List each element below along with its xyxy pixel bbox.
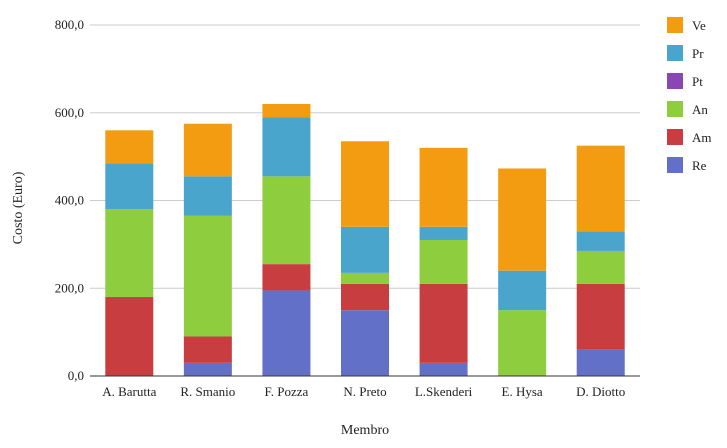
x-tick-label: N. Preto [343, 384, 386, 399]
legend-label: Pt [692, 74, 703, 89]
y-tick-labels: 0,0 200,0 400,0 600,0 800,0 [55, 17, 84, 383]
x-tick-labels: A. Barutta R. Smanio F. Pozza N. Preto L.Ske… [102, 384, 625, 399]
legend-swatch [667, 157, 683, 173]
bar-segment-am [341, 283, 389, 311]
legend-swatch [667, 17, 683, 33]
bar-segment-pr [498, 270, 547, 311]
legend-label: Am [692, 130, 712, 145]
bar-segment-re [419, 362, 468, 376]
y-tick-label: 0,0 [68, 368, 84, 383]
bar-segment-re [576, 349, 625, 376]
legend: Ve Pr Pt An Am Re [667, 17, 712, 173]
legend-label: Pr [692, 46, 704, 61]
bar-segment-an [183, 215, 232, 337]
bar-segment-pr [576, 231, 625, 251]
x-tick-label: E. Hysa [502, 384, 543, 399]
bar-segment-am [262, 264, 311, 291]
y-tick-label: 400,0 [55, 193, 84, 208]
bar-segment-am [419, 283, 468, 363]
legend-label: Re [692, 158, 707, 173]
bar-segment-pr [183, 176, 232, 216]
bar-segment-pr [262, 117, 311, 177]
bar-segment-pr [419, 226, 468, 240]
legend-swatch [667, 129, 683, 145]
bar-segment-pr [105, 163, 154, 210]
bar-segment-ve [498, 168, 547, 271]
x-tick-label: R. Smanio [180, 384, 235, 399]
y-tick-label: 200,0 [55, 280, 84, 295]
bar-segment-ve [183, 123, 232, 177]
bar-segment-am [576, 283, 625, 350]
bar-segment-ve [105, 130, 154, 164]
bar-segment-an [262, 176, 311, 265]
bar-segment-re [183, 362, 232, 376]
x-tick-label: D. Diotto [576, 384, 625, 399]
bar-segment-an [576, 250, 625, 284]
y-tick-label: 600,0 [55, 105, 84, 120]
bar-segment-pr [341, 226, 389, 273]
bar-segment-an [498, 310, 547, 376]
bar-segment-an [341, 272, 389, 284]
bars [105, 103, 625, 376]
y-tick-label: 800,0 [55, 17, 84, 32]
bar-segment-re [262, 290, 311, 376]
legend-label: Ve [692, 18, 706, 33]
bar-segment-re [341, 310, 389, 376]
legend-swatch [667, 101, 683, 117]
bar-segment-ve [341, 141, 389, 227]
legend-swatch [667, 73, 683, 89]
x-tick-label: A. Barutta [102, 384, 156, 399]
legend-swatch [667, 45, 683, 61]
x-tick-label: L.Skenderi [415, 384, 473, 399]
bar-segment-ve [419, 147, 468, 227]
bar-segment-an [105, 209, 154, 298]
bar-segment-am [183, 336, 232, 363]
bar-segment-ve [262, 103, 311, 118]
bar-segment-ve [576, 145, 625, 232]
bar-segment-am [105, 297, 154, 376]
y-axis-title: Costo (Euro) [11, 171, 26, 244]
bar-segment-an [419, 239, 468, 284]
legend-label: An [692, 102, 708, 117]
x-tick-label: F. Pozza [265, 384, 309, 399]
x-axis-title: Membro [341, 423, 389, 438]
